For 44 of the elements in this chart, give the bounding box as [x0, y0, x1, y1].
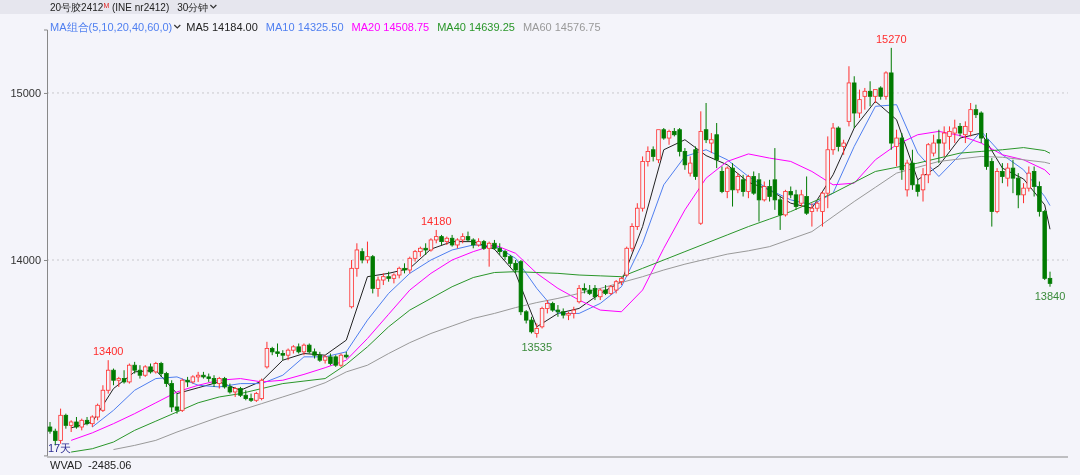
legend-title: MA组合(5,10,20,40,60,0)	[50, 21, 173, 33]
candlestick	[735, 172, 741, 194]
candlestick	[693, 145, 698, 181]
candlestick	[904, 159, 910, 198]
candlestick	[719, 165, 725, 194]
candlestick	[936, 129, 942, 164]
annotation: 13535	[521, 340, 553, 353]
annotation: 15270	[875, 32, 907, 45]
candlestick	[534, 322, 539, 339]
annotation: 17天	[48, 442, 72, 454]
y-tick-label: 14000	[10, 254, 41, 267]
candlestick	[740, 174, 746, 198]
annotation: 14180	[420, 214, 452, 227]
text: WVAD	[50, 459, 83, 471]
candlestick	[703, 102, 709, 144]
text: -2485.06	[88, 459, 132, 471]
y-tick-label: 15000	[10, 86, 41, 99]
candlestick	[264, 341, 270, 370]
text: MA10 14325.50	[265, 21, 344, 33]
candlestick	[899, 132, 905, 181]
candlestick	[883, 70, 889, 101]
annotation: 13840	[1034, 289, 1066, 302]
text: MA60 14576.75	[522, 21, 601, 33]
candlestick	[63, 413, 69, 430]
candlestick	[862, 87, 868, 111]
candlestick	[867, 80, 873, 107]
text: MA40 14639.25	[437, 21, 515, 33]
annotation: 13400	[92, 345, 124, 358]
candlestick	[338, 353, 344, 368]
candlestick	[666, 129, 672, 146]
candlestick	[576, 284, 582, 304]
candlestick	[322, 354, 328, 365]
candlestick	[296, 343, 301, 355]
candlestick	[449, 234, 455, 248]
candlestick	[994, 167, 1000, 214]
candlestick	[481, 239, 487, 251]
candlestick	[714, 122, 719, 169]
chart-title: 20号胶2412$^{M}$ (INE nr2412)	[50, 1, 170, 13]
candlestick	[846, 65, 852, 127]
text: MA20 14508.75	[351, 21, 430, 33]
candlestick	[957, 122, 963, 137]
text: MA5 14184.00	[186, 21, 258, 33]
candlestick	[121, 369, 127, 385]
chart-subtitle: 30分钟	[177, 2, 209, 13]
